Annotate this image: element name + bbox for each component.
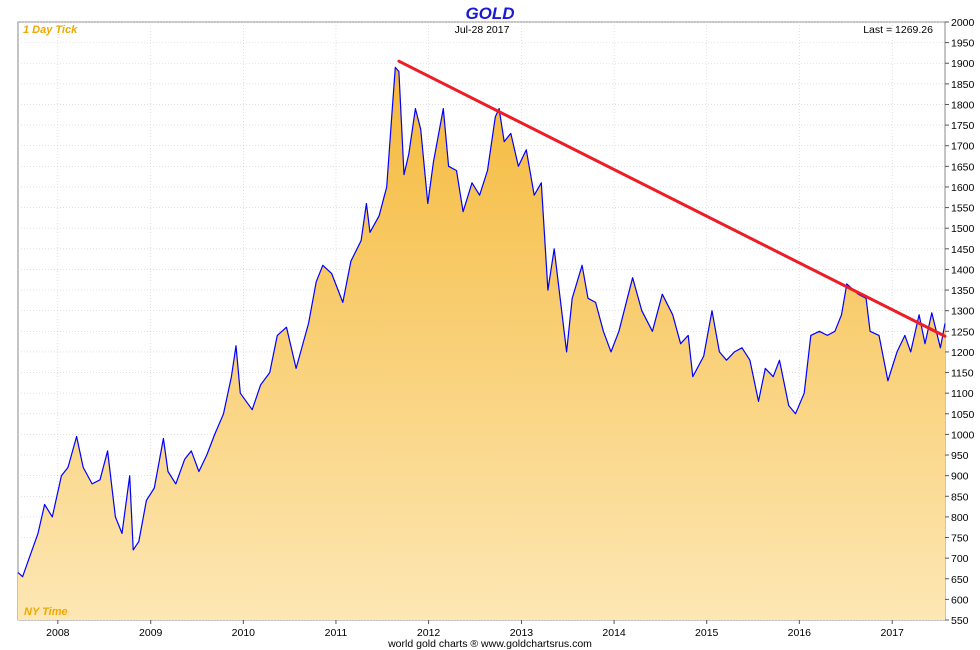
timezone-label: NY Time bbox=[24, 606, 68, 618]
y-tick-label: 2000 bbox=[951, 17, 975, 29]
y-axis: 550 600 650 700 750 800 850 900 950 1000 1050 1100 1… bbox=[945, 17, 975, 627]
y-tick-label: 650 bbox=[951, 574, 969, 586]
y-tick-label: 1100 bbox=[951, 388, 974, 400]
y-tick-label: 1450 bbox=[951, 244, 975, 256]
price-area bbox=[18, 67, 945, 620]
x-tick-label: 2008 bbox=[46, 627, 70, 639]
y-tick-label: 750 bbox=[951, 533, 969, 545]
x-tick-label: 2009 bbox=[139, 627, 163, 639]
date-label: Jul-28 2017 bbox=[455, 24, 510, 36]
y-tick-label: 1650 bbox=[951, 161, 975, 173]
y-tick-label: 1800 bbox=[951, 99, 975, 111]
y-tick-label: 1150 bbox=[951, 368, 974, 380]
y-tick-label: 900 bbox=[951, 471, 969, 483]
y-tick-label: 850 bbox=[951, 491, 969, 503]
y-tick-label: 1900 bbox=[951, 58, 975, 70]
y-tick-label: 1850 bbox=[951, 79, 975, 91]
x-tick-label: 2016 bbox=[788, 627, 812, 639]
x-tick-label: 2010 bbox=[232, 627, 256, 639]
y-tick-label: 1300 bbox=[951, 306, 975, 318]
interval-label: 1 Day Tick bbox=[23, 24, 78, 36]
y-tick-label: 1250 bbox=[951, 326, 975, 338]
resistance-trendline bbox=[397, 59, 947, 338]
y-tick-label: 1550 bbox=[951, 203, 975, 215]
price-line bbox=[17, 66, 946, 578]
y-tick-label: 550 bbox=[951, 615, 969, 627]
x-tick-label: 2012 bbox=[417, 627, 441, 639]
y-tick-label: 1750 bbox=[951, 120, 975, 132]
x-tick-label: 2015 bbox=[695, 627, 719, 639]
y-tick-label: 1000 bbox=[951, 429, 975, 441]
x-tick-label: 2011 bbox=[325, 627, 348, 639]
source-credit: world gold charts ® www.goldchartsrus.co… bbox=[387, 638, 592, 650]
x-tick-label: 2017 bbox=[881, 627, 905, 639]
x-tick-label: 2013 bbox=[510, 627, 534, 639]
y-tick-label: 700 bbox=[951, 553, 969, 565]
x-tick-label: 2014 bbox=[602, 627, 626, 639]
chart-title: GOLD bbox=[465, 4, 514, 23]
y-tick-label: 1600 bbox=[951, 182, 975, 194]
last-value-label: Last = 1269.26 bbox=[863, 24, 933, 36]
y-tick-label: 1700 bbox=[951, 141, 975, 153]
y-tick-label: 1200 bbox=[951, 347, 975, 359]
y-tick-label: 1400 bbox=[951, 264, 975, 276]
y-tick-label: 1500 bbox=[951, 223, 975, 235]
x-axis: 2008 2009 2010 2011 2012 2013 2014 2015 2016 2017 bbox=[46, 620, 904, 639]
y-tick-label: 1050 bbox=[951, 409, 975, 421]
y-tick-label: 950 bbox=[951, 450, 969, 462]
y-tick-label: 600 bbox=[951, 594, 969, 606]
y-tick-label: 1950 bbox=[951, 38, 975, 50]
y-tick-label: 1350 bbox=[951, 285, 975, 297]
y-tick-label: 800 bbox=[951, 512, 969, 524]
